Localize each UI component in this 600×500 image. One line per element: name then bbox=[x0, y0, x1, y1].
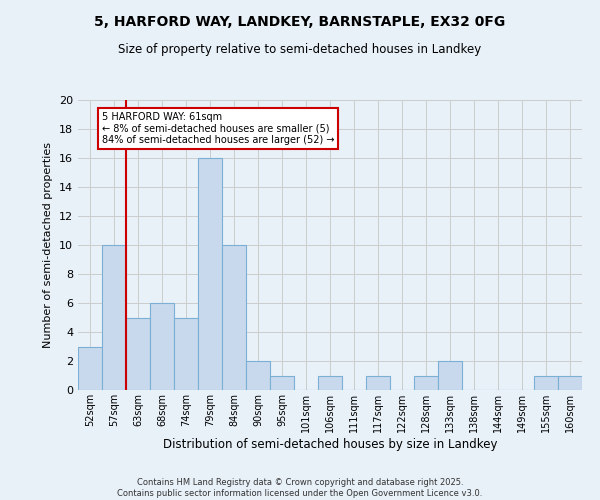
Bar bbox=[222, 245, 246, 390]
Bar bbox=[534, 376, 558, 390]
Bar bbox=[438, 361, 462, 390]
Bar bbox=[78, 346, 102, 390]
Bar bbox=[414, 376, 438, 390]
Bar bbox=[126, 318, 150, 390]
Bar bbox=[198, 158, 222, 390]
Text: Size of property relative to semi-detached houses in Landkey: Size of property relative to semi-detach… bbox=[118, 42, 482, 56]
Bar bbox=[366, 376, 390, 390]
Y-axis label: Number of semi-detached properties: Number of semi-detached properties bbox=[43, 142, 53, 348]
Bar bbox=[246, 361, 270, 390]
Text: 5, HARFORD WAY, LANDKEY, BARNSTAPLE, EX32 0FG: 5, HARFORD WAY, LANDKEY, BARNSTAPLE, EX3… bbox=[94, 15, 506, 29]
Bar bbox=[150, 303, 174, 390]
Bar bbox=[270, 376, 294, 390]
Bar bbox=[558, 376, 582, 390]
Bar bbox=[174, 318, 198, 390]
Bar bbox=[102, 245, 126, 390]
Bar bbox=[318, 376, 342, 390]
Text: 5 HARFORD WAY: 61sqm
← 8% of semi-detached houses are smaller (5)
84% of semi-de: 5 HARFORD WAY: 61sqm ← 8% of semi-detach… bbox=[102, 112, 335, 145]
X-axis label: Distribution of semi-detached houses by size in Landkey: Distribution of semi-detached houses by … bbox=[163, 438, 497, 450]
Text: Contains HM Land Registry data © Crown copyright and database right 2025.
Contai: Contains HM Land Registry data © Crown c… bbox=[118, 478, 482, 498]
